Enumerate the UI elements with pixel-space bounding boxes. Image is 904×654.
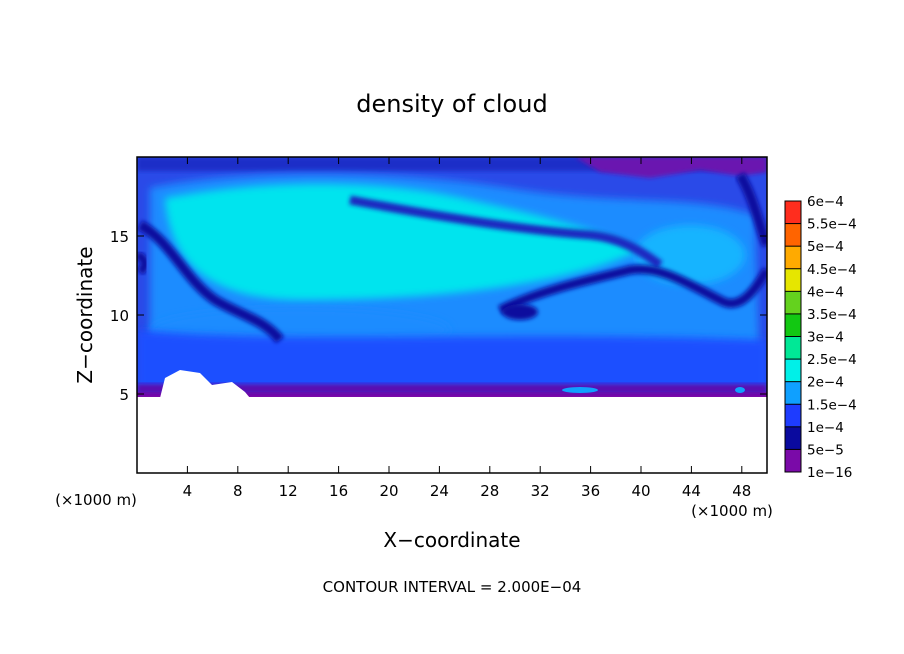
x-tick-label: 20 xyxy=(379,482,398,500)
cloud-field xyxy=(137,157,767,473)
colorbar-label: 1e−4 xyxy=(807,420,844,436)
contour-interval-footer: CONTOUR INTERVAL = 2.000E−04 xyxy=(323,578,582,596)
x-tick-label: 24 xyxy=(430,482,449,500)
cloud-top-purple xyxy=(575,157,767,178)
colorbar-segment xyxy=(785,223,801,247)
x-unit-left: (×1000 m) xyxy=(55,491,137,509)
x-tick-label: 40 xyxy=(631,482,650,500)
x-tick-label: 36 xyxy=(581,482,600,500)
clear-air-below xyxy=(137,397,767,473)
dark-filament-edge xyxy=(735,172,767,248)
clear-air-notch xyxy=(160,370,250,398)
colorbar-legend: 1e−16 5e−5 1e−4 1.5e−4 2e−4 2.5e−4 3e−4 3.5e−4 4… xyxy=(784,194,857,481)
x-tick-label: 48 xyxy=(732,482,751,500)
x-tick-label: 28 xyxy=(480,482,499,500)
colorbar-label: 4.5e−4 xyxy=(807,262,857,278)
colorbar-segment xyxy=(785,449,801,472)
colorbar-segment xyxy=(785,381,801,405)
colorbar-segment xyxy=(785,201,801,224)
plot-area xyxy=(137,157,767,473)
colorbar-segment xyxy=(785,426,801,450)
colorbar-segment xyxy=(785,404,801,427)
colorbar-label: 1e−16 xyxy=(807,465,852,481)
y-tick-label: 15 xyxy=(110,228,129,246)
colorbar-label: 2.5e−4 xyxy=(807,352,857,368)
colorbar-label: 5e−4 xyxy=(807,239,844,255)
colorbar-label: 3e−4 xyxy=(807,330,844,346)
colorbar-segment xyxy=(785,359,801,382)
dark-eddy xyxy=(502,304,538,320)
x-axis-label: X−coordinate xyxy=(383,528,520,552)
dark-filament-left xyxy=(137,220,284,344)
colorbar-label: 5e−5 xyxy=(807,442,844,458)
colorbar-segment xyxy=(785,313,801,337)
dark-filament-right xyxy=(497,264,767,315)
colorbar-segment xyxy=(785,336,801,360)
colorbar-label: 1.5e−4 xyxy=(807,397,857,413)
x-tick-label: 32 xyxy=(531,482,550,500)
y-tick-label: 10 xyxy=(110,307,129,325)
colorbar-label: 2e−4 xyxy=(807,375,844,391)
y-axis: 5 10 15 xyxy=(110,228,767,404)
x-axis: 4 8 12 16 20 24 28 32 36 40 44 48 xyxy=(183,157,751,500)
y-axis-label: Z−coordinate xyxy=(73,246,97,383)
colorbar-segment xyxy=(785,291,801,314)
chart-title: density of cloud xyxy=(356,90,547,118)
cloud-base-purple-band xyxy=(137,384,767,394)
cloud-lower-layer xyxy=(137,330,767,392)
colorbar-label: 4e−4 xyxy=(807,284,844,300)
colorbar-label: 3.5e−4 xyxy=(807,307,857,323)
x-unit-right: (×1000 m) xyxy=(691,502,773,520)
colorbar-segment xyxy=(785,246,801,269)
x-tick-label: 8 xyxy=(233,482,243,500)
x-tick-label: 16 xyxy=(329,482,348,500)
colorbar-label: 6e−4 xyxy=(807,194,844,210)
x-tick-label: 4 xyxy=(183,482,193,500)
dark-filament-upper xyxy=(349,195,663,269)
cloud-core xyxy=(165,184,640,300)
y-tick-label: 5 xyxy=(119,386,129,404)
colorbar-segment xyxy=(785,268,801,292)
x-tick-label: 44 xyxy=(682,482,701,500)
colorbar-label: 5.5e−4 xyxy=(807,217,857,233)
x-tick-label: 12 xyxy=(279,482,298,500)
